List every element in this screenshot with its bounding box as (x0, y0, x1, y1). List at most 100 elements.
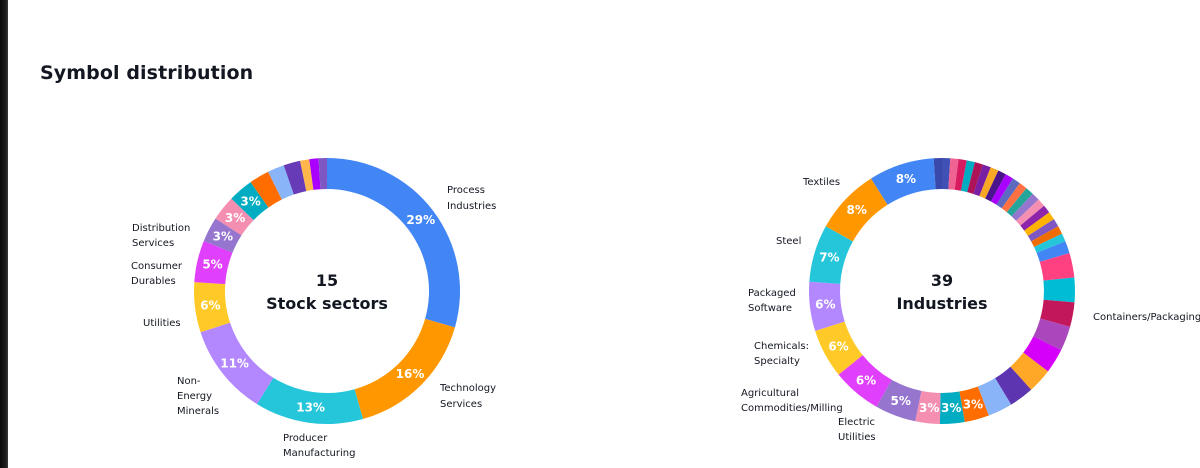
slice-0-14[interactable] (318, 158, 327, 190)
industries-donut: 3%3%3%5%6%6%6%7%8%8% 39 Industries Texti… (741, 158, 1200, 443)
label-electric-utilities: Electric Utilities (838, 417, 876, 443)
slice-1-14[interactable] (1020, 205, 1050, 231)
label-utilities: Utilities (143, 318, 181, 329)
slice-0-10[interactable] (268, 165, 294, 200)
slice-1-37[interactable] (871, 158, 936, 205)
label-non-energy-minerals: Non-Energy Minerals (177, 376, 219, 417)
slice-1-5[interactable] (973, 164, 991, 197)
slice-1-32[interactable] (838, 355, 892, 407)
slice-1-9[interactable] (996, 178, 1020, 209)
slice-1-16[interactable] (1027, 219, 1059, 242)
slice-1-35[interactable] (809, 226, 853, 284)
slice-pct-1-35: 7% (819, 251, 839, 265)
slice-1-12[interactable] (1011, 193, 1039, 221)
slice-pct-1-37: 8% (896, 172, 916, 186)
slice-1-8[interactable] (990, 174, 1013, 205)
sectors-donut: 29%16%13%11%6%5%3%3%3% 15 Stock sectors … (131, 158, 496, 459)
slice-pct-1-34: 6% (815, 298, 835, 312)
slice-0-9[interactable] (250, 171, 282, 208)
slice-1-6[interactable] (979, 167, 999, 199)
slice-pct-0-3: 11% (220, 357, 249, 371)
label-containers-packaging: Containers/Packaging (1093, 312, 1200, 323)
label-technology-services: Technology Services (439, 383, 496, 410)
slice-pct-1-30: 3% (919, 401, 939, 415)
slice-0-2[interactable] (256, 377, 363, 424)
slice-1-28[interactable] (959, 386, 989, 423)
slice-0-6[interactable] (203, 218, 242, 253)
label-agricultural-commodities: Agricultural Commodities/Milling (741, 388, 843, 414)
slice-1-29[interactable] (939, 391, 965, 425)
slice-1-31[interactable] (876, 379, 922, 422)
slice-0-8[interactable] (231, 182, 269, 221)
label-distribution-services: Distribution Services (132, 223, 190, 249)
slice-pct-1-28: 3% (963, 397, 983, 411)
slice-1-26[interactable] (995, 366, 1032, 405)
industries-center-title: Industries (896, 294, 987, 313)
slice-1-36[interactable] (825, 178, 888, 242)
slice-pct-1-36: 8% (847, 203, 867, 217)
sectors-external-labels: Process Industries Technology Services Pro… (131, 185, 496, 459)
slice-pct-0-5: 5% (202, 258, 222, 272)
slice-pct-0-6: 3% (213, 230, 233, 244)
slice-1-15[interactable] (1024, 212, 1054, 236)
slice-pct-0-1: 16% (396, 367, 425, 381)
slice-pct-0-4: 6% (200, 299, 220, 313)
page-title: Symbol distribution (40, 62, 254, 84)
industries-external-labels: Textiles Steel Packaged Software Chemical… (741, 177, 1200, 443)
slice-0-7[interactable] (215, 198, 254, 236)
slice-1-3[interactable] (961, 160, 975, 193)
slice-1-22[interactable] (1040, 299, 1075, 327)
label-consumer-durables: Consumer Durables (131, 261, 183, 287)
slice-1-21[interactable] (1043, 277, 1076, 303)
slice-pct-1-29: 3% (941, 401, 961, 415)
slice-1-17[interactable] (1031, 226, 1063, 248)
sectors-center: 15 Stock sectors (266, 271, 388, 313)
slice-1-38[interactable] (933, 158, 942, 190)
slice-1-1[interactable] (948, 158, 959, 190)
slice-pct-0-0: 29% (406, 213, 435, 227)
slice-1-34[interactable] (809, 281, 845, 331)
slice-0-13[interactable] (309, 158, 321, 190)
slice-1-27[interactable] (977, 378, 1012, 416)
slice-pct-0-2: 13% (296, 400, 325, 414)
slice-1-25[interactable] (1010, 352, 1048, 390)
slice-pct-0-7: 3% (225, 211, 245, 225)
slice-0-4[interactable] (194, 282, 231, 333)
slice-1-33[interactable] (815, 321, 863, 375)
label-packaged-software: Packaged Software (748, 288, 796, 314)
slice-1-4[interactable] (967, 162, 983, 194)
slice-0-0[interactable] (327, 158, 460, 328)
industries-slices[interactable] (809, 158, 1076, 425)
industries-center: 39 Industries (896, 271, 987, 313)
slice-1-20[interactable] (1039, 253, 1075, 281)
slice-1-11[interactable] (1006, 188, 1033, 217)
slice-1-19[interactable] (1036, 241, 1070, 262)
label-chemicals-specialty: Chemicals: Specialty (754, 341, 809, 367)
window-edge (0, 0, 8, 468)
slice-0-11[interactable] (283, 160, 307, 195)
slice-1-30[interactable] (915, 390, 941, 424)
slice-1-23[interactable] (1033, 318, 1071, 351)
label-textiles: Textiles (802, 177, 840, 188)
sectors-center-count: 15 (316, 271, 338, 290)
sectors-slices[interactable] (194, 158, 460, 424)
slice-1-13[interactable] (1016, 199, 1045, 226)
slice-0-3[interactable] (200, 322, 274, 405)
sectors-center-title: Stock sectors (266, 294, 388, 313)
slice-1-7[interactable] (985, 170, 1006, 202)
label-steel: Steel (776, 236, 801, 247)
slice-1-18[interactable] (1034, 233, 1066, 253)
slice-0-12[interactable] (300, 159, 314, 192)
slice-0-5[interactable] (194, 240, 233, 285)
label-process-industries: Process Industries (447, 185, 496, 212)
slice-1-24[interactable] (1023, 336, 1062, 372)
industries-center-count: 39 (931, 271, 953, 290)
slice-pct-1-32: 6% (856, 374, 876, 388)
slice-pct-1-31: 5% (891, 394, 911, 408)
slice-1-0[interactable] (942, 158, 951, 190)
slice-1-10[interactable] (1001, 183, 1027, 213)
slice-1-2[interactable] (954, 159, 967, 191)
slice-pct-0-8: 3% (240, 195, 260, 209)
slice-0-1[interactable] (354, 318, 455, 420)
